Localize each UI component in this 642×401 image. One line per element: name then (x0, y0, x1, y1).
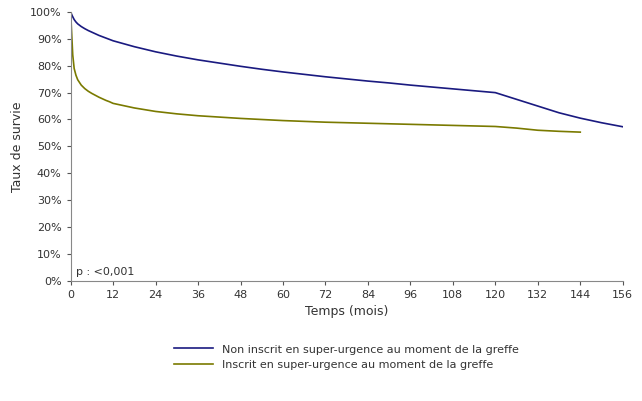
Non inscrit en super-urgence au moment de la greffe (577, 116, 584, 121)
Non inscrit en super-urgence au moment de la greffe (598, 120, 605, 125)
Legend: Non inscrit en super-urgence au moment de la greffe, Inscrit en super-urgence au: Non inscrit en super-urgence au moment d… (170, 340, 523, 375)
Non inscrit en super-urgence au moment de la greffe (78, 24, 85, 29)
Inscrit en super-urgence au moment de la greffe (577, 130, 584, 134)
Non inscrit en super-urgence au moment de la greffe (130, 44, 138, 49)
Inscrit en super-urgence au moment de la greffe (216, 115, 223, 119)
Non inscrit en super-urgence au moment de la greffe (343, 77, 351, 81)
Inscrit en super-urgence au moment de la greffe (449, 123, 456, 128)
Inscrit en super-urgence au moment de la greffe (72, 73, 80, 77)
Non inscrit en super-urgence au moment de la greffe (322, 74, 329, 79)
Non inscrit en super-urgence au moment de la greffe (406, 83, 414, 87)
Non inscrit en super-urgence au moment de la greffe (619, 124, 627, 129)
Non inscrit en super-urgence au moment de la greffe (449, 87, 456, 91)
Non inscrit en super-urgence au moment de la greffe (194, 57, 202, 62)
Inscrit en super-urgence au moment de la greffe (152, 109, 159, 114)
Inscrit en super-urgence au moment de la greffe (492, 124, 499, 129)
Non inscrit en super-urgence au moment de la greffe (428, 85, 435, 89)
Non inscrit en super-urgence au moment de la greffe (99, 34, 107, 39)
Inscrit en super-urgence au moment de la greffe (194, 113, 202, 118)
Non inscrit en super-urgence au moment de la greffe (534, 104, 542, 109)
Inscrit en super-urgence au moment de la greffe (109, 101, 117, 106)
Non inscrit en super-urgence au moment de la greffe (109, 38, 117, 43)
Inscrit en super-urgence au moment de la greffe (99, 96, 107, 101)
Inscrit en super-urgence au moment de la greffe (237, 116, 245, 121)
Non inscrit en super-urgence au moment de la greffe (67, 10, 74, 14)
Inscrit en super-urgence au moment de la greffe (534, 128, 542, 133)
Inscrit en super-urgence au moment de la greffe (343, 120, 351, 125)
Non inscrit en super-urgence au moment de la greffe (216, 61, 223, 65)
Inscrit en super-urgence au moment de la greffe (102, 98, 110, 103)
Inscrit en super-urgence au moment de la greffe (78, 83, 85, 87)
X-axis label: Temps (mois): Temps (mois) (305, 305, 388, 318)
Inscrit en super-urgence au moment de la greffe (555, 129, 563, 134)
Non inscrit en super-urgence au moment de la greffe (300, 72, 308, 77)
Non inscrit en super-urgence au moment de la greffe (85, 28, 92, 33)
Non inscrit en super-urgence au moment de la greffe (69, 14, 76, 18)
Non inscrit en super-urgence au moment de la greffe (470, 88, 478, 93)
Non inscrit en super-urgence au moment de la greffe (555, 110, 563, 115)
Non inscrit en super-urgence au moment de la greffe (258, 67, 266, 72)
Non inscrit en super-urgence au moment de la greffe (152, 49, 159, 54)
Non inscrit en super-urgence au moment de la greffe (364, 79, 372, 83)
Non inscrit en super-urgence au moment de la greffe (102, 36, 110, 41)
Inscrit en super-urgence au moment de la greffe (470, 124, 478, 128)
Line: Non inscrit en super-urgence au moment de la greffe: Non inscrit en super-urgence au moment d… (71, 12, 623, 127)
Inscrit en super-urgence au moment de la greffe (385, 122, 393, 126)
Inscrit en super-urgence au moment de la greffe (71, 66, 78, 71)
Inscrit en super-urgence au moment de la greffe (322, 120, 329, 125)
Inscrit en super-urgence au moment de la greffe (67, 10, 74, 14)
Non inscrit en super-urgence au moment de la greffe (74, 21, 82, 26)
Line: Inscrit en super-urgence au moment de la greffe: Inscrit en super-urgence au moment de la… (71, 12, 580, 132)
Inscrit en super-urgence au moment de la greffe (428, 122, 435, 127)
Inscrit en super-urgence au moment de la greffe (513, 126, 521, 130)
Inscrit en super-urgence au moment de la greffe (279, 118, 287, 123)
Non inscrit en super-urgence au moment de la greffe (71, 17, 78, 22)
Inscrit en super-urgence au moment de la greffe (364, 121, 372, 126)
Non inscrit en super-urgence au moment de la greffe (92, 31, 100, 36)
Non inscrit en super-urgence au moment de la greffe (279, 69, 287, 74)
Inscrit en super-urgence au moment de la greffe (88, 91, 96, 96)
Inscrit en super-urgence au moment de la greffe (68, 31, 76, 36)
Inscrit en super-urgence au moment de la greffe (300, 119, 308, 124)
Inscrit en super-urgence au moment de la greffe (406, 122, 414, 127)
Inscrit en super-urgence au moment de la greffe (74, 77, 82, 82)
Inscrit en super-urgence au moment de la greffe (106, 99, 114, 104)
Non inscrit en super-urgence au moment de la greffe (492, 90, 499, 95)
Non inscrit en super-urgence au moment de la greffe (385, 81, 393, 85)
Inscrit en super-urgence au moment de la greffe (95, 95, 103, 99)
Non inscrit en super-urgence au moment de la greffe (237, 64, 245, 69)
Inscrit en super-urgence au moment de la greffe (85, 89, 92, 94)
Non inscrit en super-urgence au moment de la greffe (88, 30, 96, 34)
Non inscrit en super-urgence au moment de la greffe (72, 20, 80, 24)
Text: p : <0,001: p : <0,001 (76, 267, 134, 277)
Non inscrit en super-urgence au moment de la greffe (95, 33, 103, 38)
Inscrit en super-urgence au moment de la greffe (69, 53, 76, 57)
Inscrit en super-urgence au moment de la greffe (173, 111, 180, 116)
Inscrit en super-urgence au moment de la greffe (81, 86, 89, 91)
Non inscrit en super-urgence au moment de la greffe (173, 54, 180, 59)
Inscrit en super-urgence au moment de la greffe (92, 93, 100, 98)
Y-axis label: Taux de survie: Taux de survie (12, 101, 24, 192)
Non inscrit en super-urgence au moment de la greffe (513, 97, 521, 102)
Inscrit en super-urgence au moment de la greffe (130, 105, 138, 110)
Non inscrit en super-urgence au moment de la greffe (81, 26, 89, 31)
Inscrit en super-urgence au moment de la greffe (258, 117, 266, 122)
Non inscrit en super-urgence au moment de la greffe (106, 37, 114, 42)
